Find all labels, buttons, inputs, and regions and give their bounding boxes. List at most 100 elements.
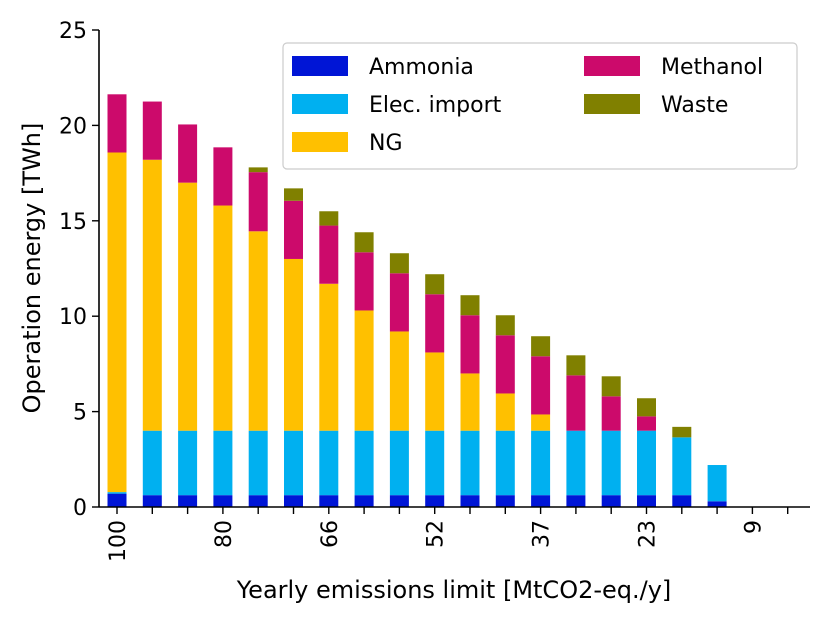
bar-segment-methanol-13 [566, 375, 586, 431]
bar-segment-waste-15 [637, 398, 656, 417]
bar-segment-ng-1 [142, 159, 162, 431]
bar-segment-methanol-12 [531, 356, 551, 415]
bar-segment-waste-9 [425, 274, 445, 295]
bar-segment-elec-import-10 [460, 430, 480, 496]
bar-segment-elec-import-4 [248, 430, 268, 496]
bar-segment-ng-7 [354, 310, 374, 431]
bar-segment-ammonia-10 [460, 495, 480, 507]
bar-segment-methanol-8 [389, 273, 409, 332]
bar-segment-ammonia-17 [707, 501, 727, 507]
x-axis-label: Yearly emissions limit [MtCO2-eq./y] [236, 576, 672, 604]
legend-frame [282, 42, 798, 170]
bar-segment-elec-import-16 [672, 437, 692, 496]
y-axis-label: Operation energy [TWh] [18, 123, 46, 414]
legend-label-ammonia: Ammonia [369, 55, 474, 80]
legend-swatch-elec-import [292, 94, 348, 114]
bar-segment-ammonia-4 [248, 495, 268, 507]
bar-segment-waste-6 [319, 211, 339, 226]
bar-segment-waste-7 [354, 232, 374, 253]
bar-segment-elec-import-8 [389, 430, 409, 496]
bar-segment-ammonia-11 [495, 495, 515, 507]
bar-segment-methanol-9 [425, 294, 445, 353]
bar-segment-ng-11 [495, 393, 515, 431]
x-tick-label: 37 [530, 520, 555, 548]
bar-segment-ng-5 [284, 258, 303, 431]
bar-segment-ng-12 [531, 414, 551, 431]
bar-segment-ng-3 [213, 205, 233, 431]
bar-stacks [107, 94, 727, 507]
bar-segment-elec-import-12 [531, 430, 551, 496]
bar-segment-ammonia-13 [566, 495, 586, 507]
bar-segment-ammonia-14 [601, 495, 621, 507]
y-tick-label: 15 [59, 210, 87, 235]
bar-segment-waste-14 [601, 376, 621, 397]
x-axis-ticks: 100 80 66 52 37 23 9 [106, 507, 789, 562]
legend-swatch-methanol [584, 56, 640, 76]
bar-segment-waste-12 [531, 336, 551, 357]
bar-segment-methanol-5 [284, 200, 303, 259]
bar-segment-ng-4 [248, 231, 268, 431]
bar-segment-elec-import-9 [425, 430, 445, 496]
bar-segment-ng-0 [107, 152, 127, 493]
legend-label-waste: Waste [661, 93, 728, 118]
legend-label-ng: NG [369, 131, 403, 156]
bar-segment-ammonia-12 [531, 495, 551, 507]
bar-segment-methanol-10 [460, 315, 480, 374]
bar-segment-elec-import-15 [637, 430, 656, 496]
legend-swatch-ng [292, 132, 348, 152]
bar-segment-methanol-7 [354, 252, 374, 311]
bar-segment-waste-13 [566, 355, 586, 376]
bar-segment-waste-16 [672, 426, 692, 438]
y-tick-label: 20 [59, 114, 87, 139]
bar-segment-ammonia-15 [637, 495, 656, 507]
bar-segment-elec-import-1 [142, 430, 162, 496]
bar-segment-methanol-2 [178, 124, 198, 183]
bar-segment-ammonia-2 [178, 495, 198, 507]
bar-segment-waste-8 [389, 253, 409, 274]
bar-segment-elec-import-17 [707, 465, 727, 502]
bar-segment-elec-import-14 [601, 430, 621, 496]
bar-segment-elec-import-7 [354, 430, 374, 496]
bar-segment-ammonia-0 [107, 493, 127, 507]
bar-segment-elec-import-5 [284, 430, 303, 496]
bar-segment-ng-8 [389, 331, 409, 431]
x-tick-label: 52 [424, 520, 449, 548]
bar-segment-methanol-4 [248, 172, 268, 232]
bar-segment-waste-11 [495, 315, 515, 336]
y-tick-label: 25 [59, 19, 87, 44]
bar-segment-ng-10 [460, 373, 480, 431]
bar-segment-elec-import-0 [107, 492, 127, 494]
y-tick-label: 0 [73, 496, 87, 521]
bar-segment-methanol-1 [142, 101, 162, 160]
y-tick-label: 5 [73, 401, 87, 426]
bar-segment-elec-import-13 [566, 430, 586, 496]
bar-segment-ammonia-8 [389, 495, 409, 507]
legend-swatch-ammonia [292, 56, 348, 76]
bar-segment-ng-2 [178, 182, 198, 431]
bar-segment-elec-import-3 [213, 430, 233, 496]
x-tick-label: 23 [636, 520, 661, 548]
bar-segment-waste-5 [284, 188, 303, 201]
bar-segment-ng-9 [425, 352, 445, 431]
x-tick-label: 80 [212, 520, 237, 548]
bar-segment-methanol-6 [319, 225, 339, 284]
bar-segment-ng-6 [319, 283, 339, 431]
x-tick-label: 100 [106, 520, 131, 562]
bar-segment-waste-4 [248, 167, 268, 173]
bar-segment-methanol-14 [601, 396, 621, 431]
x-tick-label: 66 [318, 520, 343, 548]
bar-segment-elec-import-6 [319, 430, 339, 496]
bar-segment-methanol-11 [495, 335, 515, 394]
bar-segment-methanol-3 [213, 147, 233, 206]
legend-label-elec-import: Elec. import [369, 93, 502, 118]
bar-segment-ammonia-16 [672, 495, 692, 507]
bar-segment-ammonia-9 [425, 495, 445, 507]
bar-segment-ammonia-6 [319, 495, 339, 507]
bar-segment-ammonia-1 [142, 495, 162, 507]
bar-segment-ammonia-3 [213, 495, 233, 507]
bar-segment-ammonia-5 [284, 495, 303, 507]
legend-swatch-waste [584, 94, 640, 114]
bar-segment-elec-import-2 [178, 430, 198, 496]
legend: Ammonia Elec. import NG Methanol Waste [282, 42, 798, 170]
